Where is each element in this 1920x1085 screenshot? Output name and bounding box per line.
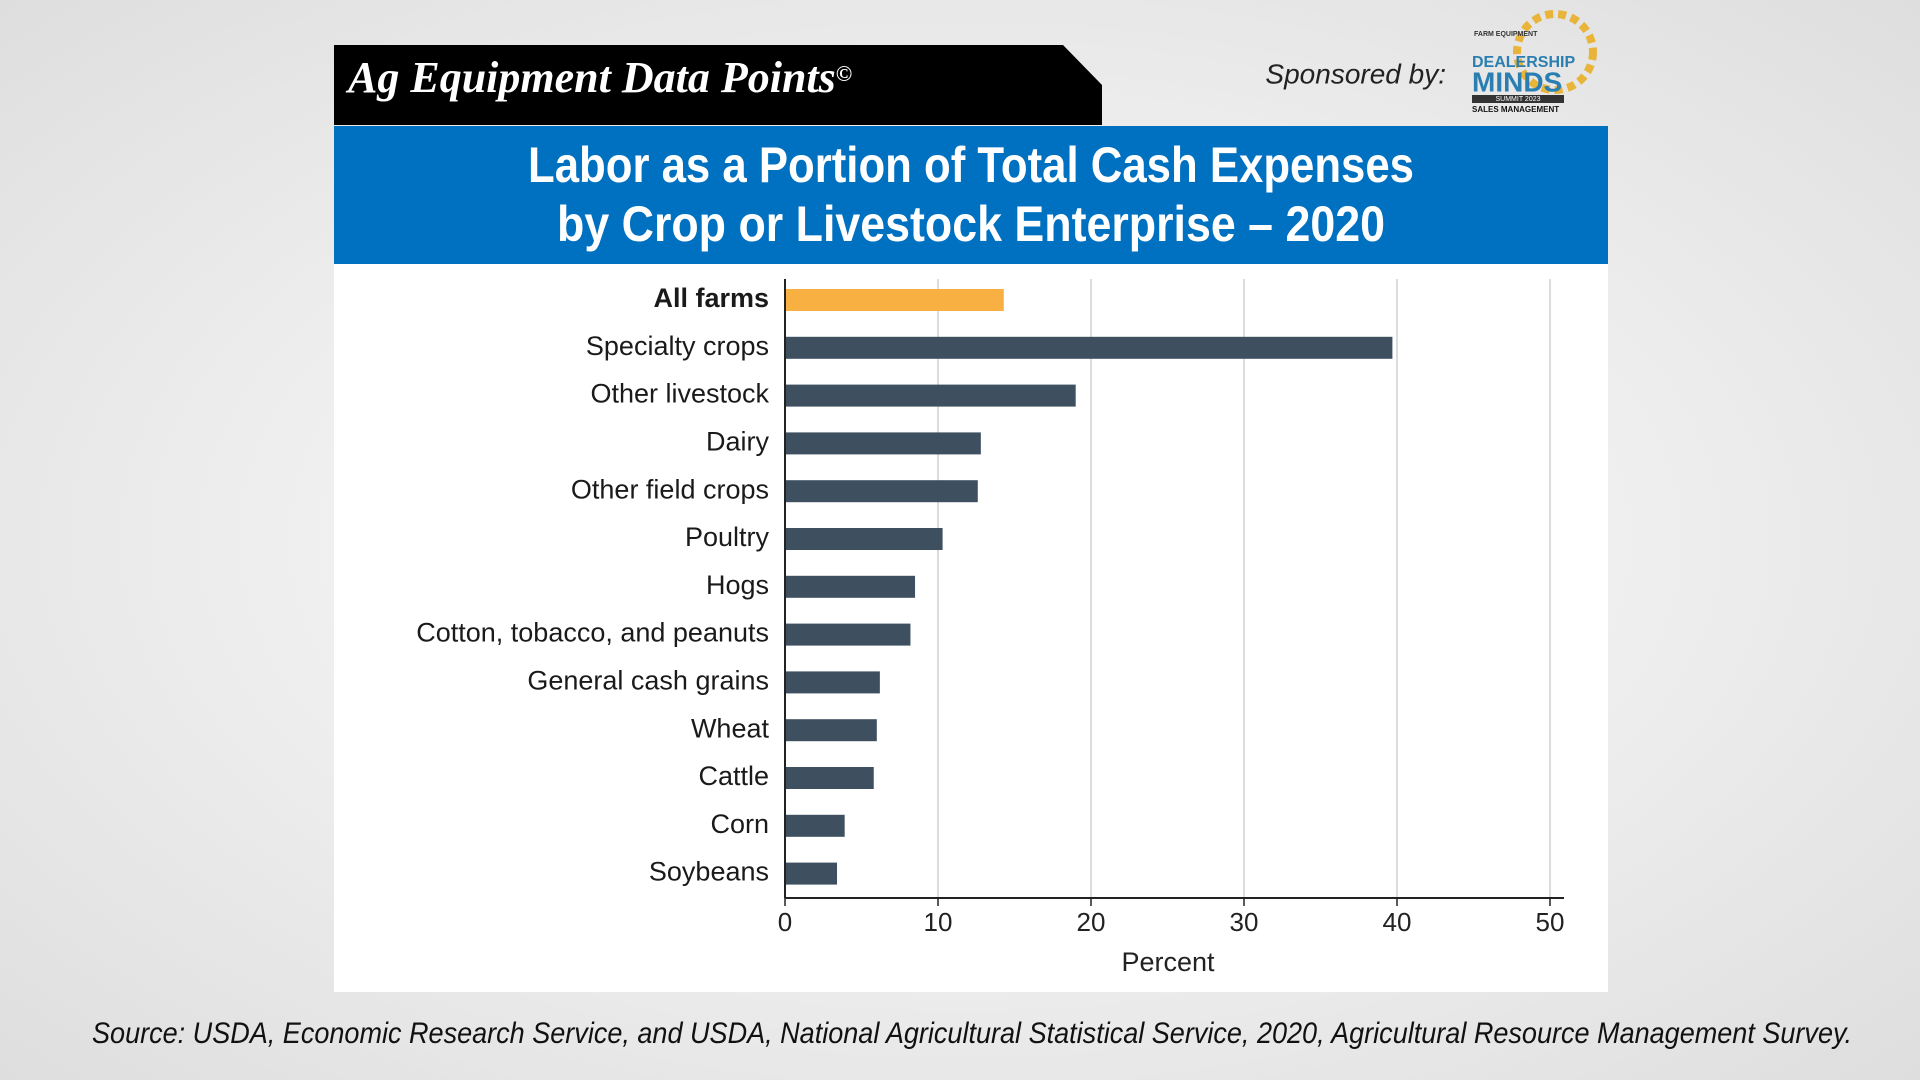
bar <box>785 336 1393 359</box>
logo-text: MINDS <box>1472 66 1562 97</box>
y-tick-label: Corn <box>710 809 769 839</box>
x-tick-label: 30 <box>1230 907 1259 937</box>
x-tick-label: 0 <box>778 907 792 937</box>
bar <box>785 767 874 789</box>
y-tick-label: Specialty crops <box>586 331 769 361</box>
brand-text: Ag Equipment Data Points <box>345 53 836 102</box>
logo-gear <box>1513 10 1597 94</box>
y-tick-label: Dairy <box>706 427 770 457</box>
sponsor-logo: FARM EQUIPMENT DEALERSHIP MINDS SUMMIT 2… <box>1472 10 1597 114</box>
sponsor-label: Sponsored by: <box>1265 58 1446 89</box>
y-tick-label: General cash grains <box>527 666 769 696</box>
x-tick-label: 40 <box>1383 907 1412 937</box>
bar <box>785 671 880 694</box>
chart-title: Labor as a Portion of Total Cash Expense… <box>528 137 1414 193</box>
brand: Ag Equipment Data Points© <box>345 53 852 102</box>
bar <box>785 814 845 837</box>
logo-text: SALES MANAGEMENT <box>1472 105 1559 114</box>
y-tick-label: Cotton, tobacco, and peanuts <box>416 618 769 648</box>
bar <box>785 289 1004 311</box>
y-tick-label: Wheat <box>691 713 770 743</box>
y-tick-label: Other field crops <box>571 474 769 504</box>
logo-text: DEALERSHIP <box>1472 54 1575 71</box>
bar <box>785 862 838 885</box>
logo-text: FARM EQUIPMENT <box>1474 31 1538 38</box>
bar <box>785 528 943 550</box>
logo-text: SUMMIT 2023 <box>1496 96 1541 103</box>
y-tick-label: All farms <box>653 283 769 313</box>
y-tick-label: Poultry <box>685 522 770 552</box>
brand-banner <box>334 45 1102 125</box>
x-tick-label: 50 <box>1536 907 1565 937</box>
source: Source: USDA, Economic Research Service,… <box>92 1017 1852 1050</box>
y-tick-label: Soybeans <box>649 857 769 887</box>
y-tick-label: Other livestock <box>590 379 769 409</box>
bar <box>785 575 916 598</box>
bar <box>785 719 877 742</box>
logo-bar <box>1472 95 1564 103</box>
y-tick-label: Hogs <box>706 570 769 600</box>
bar <box>785 623 911 646</box>
bar <box>785 432 981 455</box>
x-axis-label: Percent <box>1121 947 1215 977</box>
y-tick-label: Cattle <box>698 761 769 791</box>
bar <box>785 480 978 503</box>
bar <box>785 384 1076 407</box>
chart-title: by Crop or Livestock Enterprise – 2020 <box>557 196 1385 252</box>
title-band <box>334 126 1608 264</box>
copyright: © <box>836 61 852 86</box>
x-tick-label: 10 <box>924 907 953 937</box>
x-tick-label: 20 <box>1077 907 1106 937</box>
